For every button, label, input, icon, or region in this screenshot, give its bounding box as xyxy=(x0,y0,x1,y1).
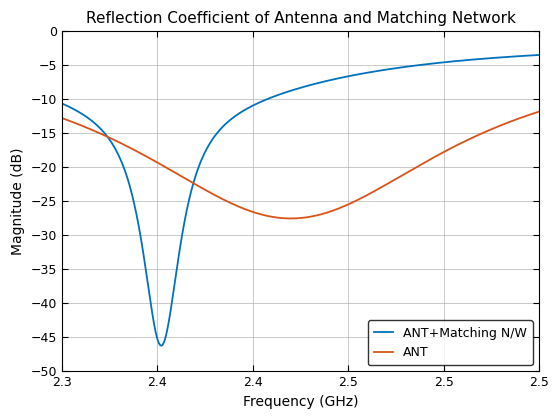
Legend: ANT+Matching N/W, ANT: ANT+Matching N/W, ANT xyxy=(367,320,533,365)
ANT+Matching N/W xyxy=(535,52,542,58)
ANT xyxy=(241,206,248,211)
Line: ANT: ANT xyxy=(62,112,539,218)
ANT xyxy=(145,155,152,160)
ANT xyxy=(535,109,542,114)
ANT xyxy=(288,216,295,221)
ANT xyxy=(414,164,421,169)
ANT+Matching N/W xyxy=(59,101,66,106)
Y-axis label: Magnitude (dB): Magnitude (dB) xyxy=(11,148,25,255)
ANT xyxy=(451,144,458,149)
Title: Reflection Coefficient of Antenna and Matching Network: Reflection Coefficient of Antenna and Ma… xyxy=(86,11,515,26)
ANT+Matching N/W xyxy=(414,63,421,68)
ANT+Matching N/W xyxy=(158,343,165,348)
ANT xyxy=(345,202,352,207)
ANT+Matching N/W xyxy=(345,74,352,79)
ANT+Matching N/W xyxy=(451,59,458,64)
ANT+Matching N/W xyxy=(145,287,152,292)
ANT xyxy=(59,116,66,121)
ANT+Matching N/W xyxy=(369,69,376,74)
ANT+Matching N/W xyxy=(241,108,248,113)
X-axis label: Frequency (GHz): Frequency (GHz) xyxy=(242,395,358,409)
ANT xyxy=(369,190,376,195)
Line: ANT+Matching N/W: ANT+Matching N/W xyxy=(62,55,539,346)
